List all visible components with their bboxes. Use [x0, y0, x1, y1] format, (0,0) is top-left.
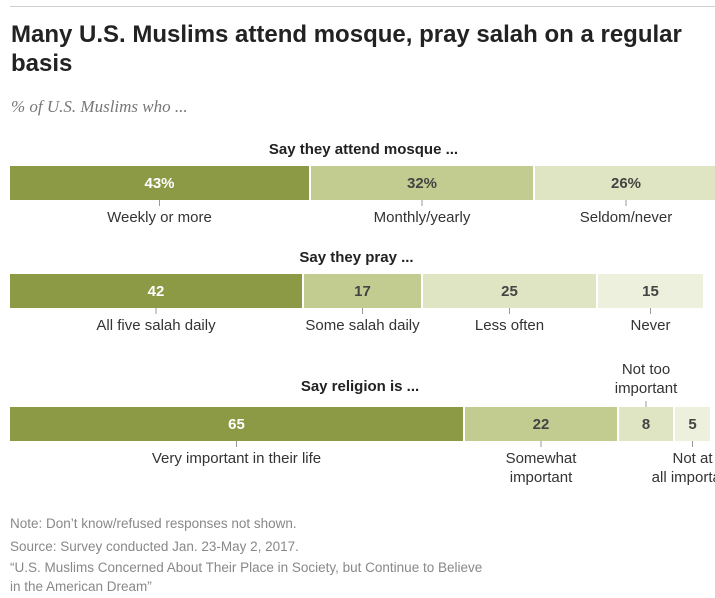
bar-segment	[675, 407, 710, 441]
source-line: Source: Survey conducted Jan. 23-May 2, …	[10, 539, 299, 554]
category-label: Seldom/never	[580, 209, 673, 226]
category-label: Very important in their life	[152, 450, 321, 467]
bar-value-label: 65	[228, 416, 245, 433]
category-label: Monthly/yearly	[374, 209, 471, 226]
bar-value-label: 17	[354, 283, 371, 300]
bar-segment	[465, 407, 617, 441]
group-heading: Say religion is ...	[301, 378, 419, 395]
category-label: Somewhat	[506, 450, 578, 467]
category-label: important	[510, 469, 573, 486]
bar-value-label: 26%	[611, 175, 641, 192]
category-label: Never	[630, 317, 670, 334]
category-label: Weekly or more	[107, 209, 212, 226]
bar-value-label: 8	[642, 416, 650, 433]
bar-value-label: 25	[501, 283, 518, 300]
bar-value-label: 42	[148, 283, 165, 300]
bar-segment	[311, 166, 533, 200]
report-title-line-2: in the American Dream”	[10, 579, 152, 594]
bar-value-label: 15	[642, 283, 659, 300]
bar-segment	[423, 274, 596, 308]
group-heading: Say they attend mosque ...	[269, 141, 458, 158]
category-label: Not too	[622, 361, 670, 378]
group-heading: Say they pray ...	[299, 249, 413, 266]
bar-segment	[535, 166, 715, 200]
report-title-line-1: “U.S. Muslims Concerned About Their Plac…	[10, 560, 483, 575]
bar-segment	[10, 166, 309, 200]
chart-title: Many U.S. Muslims attend mosque, pray sa…	[11, 21, 682, 77]
bar-segment	[619, 407, 673, 441]
category-label: All five salah daily	[96, 317, 216, 334]
bar-value-label: 5	[688, 416, 696, 433]
top-rule	[10, 6, 715, 7]
note-line: Note: Don’t know/refused responses not s…	[10, 516, 297, 531]
category-label: Some salah daily	[305, 317, 420, 334]
category-label: important	[615, 380, 678, 397]
bar-segment	[598, 274, 703, 308]
bar-value-label: 43%	[144, 175, 174, 192]
bar-value-label: 22	[533, 416, 550, 433]
chart-subtitle: % of U.S. Muslims who ...	[11, 97, 188, 116]
category-label: Not at	[672, 450, 713, 467]
category-label: all important	[652, 469, 715, 486]
bar-segment	[304, 274, 421, 308]
bar-segment	[10, 274, 302, 308]
bar-segment	[10, 407, 463, 441]
category-label: Less often	[475, 317, 544, 334]
bar-value-label: 32%	[407, 175, 437, 192]
